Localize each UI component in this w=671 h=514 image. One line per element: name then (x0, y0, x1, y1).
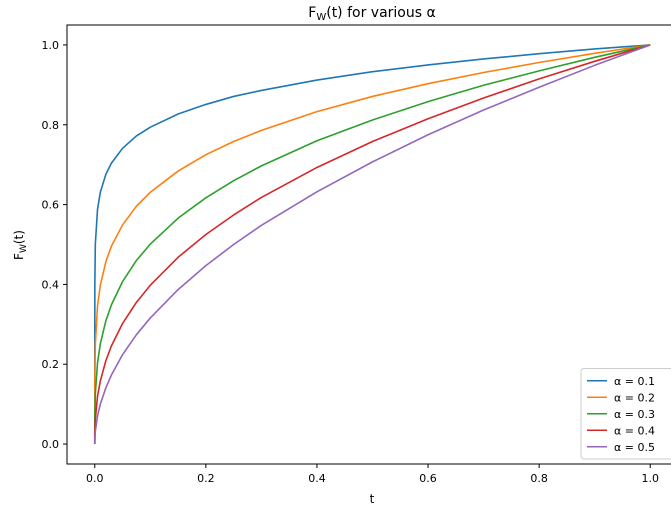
series-line-1 (93, 44, 651, 445)
y-tick-label: 0.2 (42, 358, 60, 371)
y-tick-label: 0.0 (42, 438, 60, 451)
y-axis-label: FW(t) (12, 230, 29, 260)
x-axis-label: t (370, 492, 375, 506)
plot-frame (66, 24, 671, 465)
legend-label: α = 0.2 (614, 391, 655, 404)
series-line-5 (93, 44, 651, 445)
legend-label: α = 0.1 (614, 375, 655, 388)
x-tick-label: 0.8 (530, 472, 548, 485)
chart-title-main: F (308, 5, 316, 21)
legend-label: α = 0.5 (614, 441, 655, 454)
legend: α = 0.1 α = 0.2 α = 0.3 α = 0.4 α = 0.5 (580, 368, 671, 460)
legend-box (580, 368, 671, 460)
y-tick-label: 0.6 (42, 199, 60, 212)
x-tick-label: 0.6 (419, 472, 437, 485)
x-tick-label: 0.0 (86, 472, 104, 485)
y-tick-label: 0.4 (42, 278, 60, 291)
x-tick-label: 0.2 (197, 472, 215, 485)
y-axis-label-sub: W (19, 244, 29, 253)
series-line-4 (93, 44, 651, 445)
legend-label: α = 0.3 (614, 408, 655, 421)
legend-label: α = 0.4 (614, 424, 655, 437)
y-tick-label: 0.8 (42, 119, 60, 132)
ticks-layer: 0.0 0.2 0.4 0.6 0.8 1.0 0.0 0.2 0.4 0.6 0.8 1.0 (42, 39, 659, 485)
series-line-3 (93, 44, 651, 445)
series-line-2 (93, 44, 651, 445)
x-tick-label: 0.4 (308, 472, 326, 485)
chart-title: FW(t) for various α (308, 5, 435, 23)
x-tick-label: 1.0 (641, 472, 659, 485)
y-axis-label-main: F (12, 253, 26, 260)
y-axis-label-rest: (t) (12, 230, 26, 244)
y-tick-label: 1.0 (42, 39, 60, 52)
chart-title-rest: (t) for various α (326, 5, 435, 21)
chart-title-sub: W (316, 12, 326, 23)
lines-layer (93, 44, 651, 445)
